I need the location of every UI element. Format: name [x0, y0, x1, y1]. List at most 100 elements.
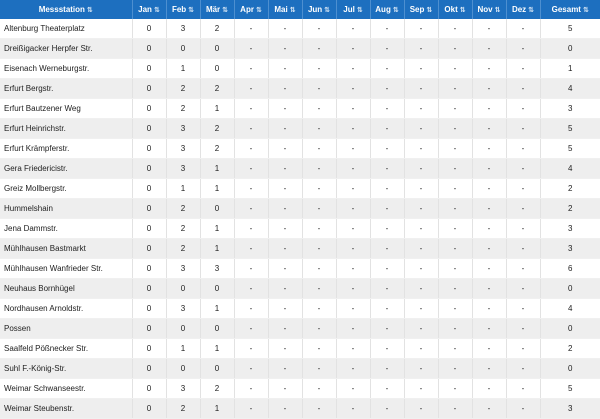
sort-icon[interactable]: ⇅	[426, 7, 433, 14]
month-value-cell: -	[370, 19, 405, 39]
month-value-cell: 1	[200, 178, 235, 199]
month-value-cell: -	[234, 158, 269, 179]
month-value-cell: -	[472, 198, 507, 219]
month-value-cell: 2	[166, 78, 201, 99]
month-value-cell: -	[268, 278, 303, 299]
column-header-0[interactable]: Messstation ⇅	[0, 0, 133, 19]
month-value-cell: -	[438, 238, 473, 259]
table-row: Eisenach Werneburgstr. 0 1 0- - - - - - - - -1	[0, 58, 600, 79]
month-value-cell: -	[302, 78, 337, 99]
month-value-cell: -	[404, 278, 439, 299]
total-cell: 5	[540, 378, 600, 399]
month-value-cell: -	[404, 358, 439, 379]
column-header-label: Okt	[444, 5, 458, 14]
month-value-cell: -	[404, 258, 439, 279]
table-row: Possen 0 0 0- - - - - - - - -0	[0, 318, 600, 339]
column-header-9[interactable]: Sep ⇅	[404, 0, 439, 19]
column-header-2[interactable]: Feb ⇅	[166, 0, 201, 19]
month-value-cell: -	[404, 158, 439, 179]
month-value-cell: -	[404, 98, 439, 119]
month-value-cell: -	[404, 178, 439, 199]
month-value-cell: -	[234, 378, 269, 399]
table-row: Saalfeld Pößnecker Str. 0 1 1- - - - - - - - -2	[0, 338, 600, 359]
column-header-5[interactable]: Mai ⇅	[268, 0, 303, 19]
sort-icon[interactable]: ⇅	[582, 7, 589, 14]
month-value-cell: -	[302, 298, 337, 319]
column-header-3[interactable]: Mär ⇅	[200, 0, 235, 19]
total-cell: 5	[540, 118, 600, 139]
column-header-8[interactable]: Aug ⇅	[370, 0, 405, 19]
table-row: Mühlhausen Bastmarkt 0 2 1- - - - - - - - -3	[0, 238, 600, 259]
sort-icon[interactable]: ⇅	[324, 7, 331, 14]
month-value-cell: -	[506, 378, 541, 399]
total-cell: 0	[540, 38, 600, 59]
month-value-cell: -	[336, 258, 371, 279]
total-cell: 3	[540, 98, 600, 119]
column-header-label: Mär	[205, 5, 221, 14]
month-value-cell: 1	[200, 158, 235, 179]
month-value-cell: -	[268, 358, 303, 379]
month-value-cell: -	[472, 58, 507, 79]
month-value-cell: -	[302, 398, 337, 419]
total-cell: 3	[540, 398, 600, 419]
month-value-cell: -	[268, 238, 303, 259]
month-value-cell: -	[370, 358, 405, 379]
month-value-cell: 0	[132, 398, 167, 419]
column-header-4[interactable]: Apr ⇅	[234, 0, 269, 19]
month-value-cell: 0	[200, 318, 235, 339]
column-header-12[interactable]: Dez ⇅	[506, 0, 541, 19]
sort-icon[interactable]: ⇅	[289, 7, 296, 14]
month-value-cell: -	[336, 98, 371, 119]
month-value-cell: 1	[166, 58, 201, 79]
table-row: Mühlhausen Wanfrieder Str. 0 3 3- - - - - - - - -6	[0, 258, 600, 279]
month-value-cell: -	[404, 318, 439, 339]
sort-icon[interactable]: ⇅	[255, 7, 262, 14]
sort-icon[interactable]: ⇅	[528, 7, 535, 14]
sort-icon[interactable]: ⇅	[392, 7, 399, 14]
month-value-cell: 2	[200, 19, 235, 39]
month-value-cell: -	[234, 318, 269, 339]
month-value-cell: -	[234, 358, 269, 379]
station-name-cell: Saalfeld Pößnecker Str.	[0, 338, 133, 359]
sort-icon[interactable]: ⇅	[459, 7, 466, 14]
column-header-label: Dez	[511, 5, 527, 14]
month-value-cell: -	[234, 118, 269, 139]
sort-icon[interactable]: ⇅	[153, 7, 160, 14]
month-value-cell: -	[370, 398, 405, 419]
month-value-cell: -	[472, 358, 507, 379]
month-value-cell: -	[438, 298, 473, 319]
month-value-cell: -	[370, 138, 405, 159]
month-value-cell: 0	[200, 198, 235, 219]
month-value-cell: -	[302, 118, 337, 139]
column-header-13[interactable]: Gesamt ⇅	[540, 0, 600, 19]
column-header-10[interactable]: Okt ⇅	[438, 0, 473, 19]
column-header-7[interactable]: Jul ⇅	[336, 0, 371, 19]
month-value-cell: -	[404, 138, 439, 159]
sort-icon[interactable]: ⇅	[86, 7, 93, 14]
table-row: Weimar Schwanseestr. 0 3 2- - - - - - - - -5	[0, 378, 600, 399]
month-value-cell: -	[268, 118, 303, 139]
month-value-cell: -	[438, 19, 473, 39]
station-name-cell: Altenburg Theaterplatz	[0, 19, 133, 39]
month-value-cell: -	[472, 398, 507, 419]
month-value-cell: -	[438, 98, 473, 119]
sort-icon[interactable]: ⇅	[188, 7, 195, 14]
month-value-cell: 0	[132, 58, 167, 79]
month-value-cell: -	[370, 258, 405, 279]
month-value-cell: 2	[200, 138, 235, 159]
column-header-11[interactable]: Nov ⇅	[472, 0, 507, 19]
station-name-cell: Jena Dammstr.	[0, 218, 133, 239]
sort-icon[interactable]: ⇅	[222, 7, 229, 14]
table-row: Hummelshain 0 2 0- - - - - - - - -2	[0, 198, 600, 219]
total-cell: 0	[540, 358, 600, 379]
month-value-cell: -	[370, 178, 405, 199]
station-name-cell: Greiz Mollbergstr.	[0, 178, 133, 199]
month-value-cell: -	[336, 38, 371, 59]
column-header-1[interactable]: Jan ⇅	[132, 0, 167, 19]
column-header-6[interactable]: Jun ⇅	[302, 0, 337, 19]
month-value-cell: -	[268, 38, 303, 59]
month-value-cell: -	[336, 178, 371, 199]
total-cell: 4	[540, 158, 600, 179]
sort-icon[interactable]: ⇅	[356, 7, 363, 14]
sort-icon[interactable]: ⇅	[494, 7, 501, 14]
